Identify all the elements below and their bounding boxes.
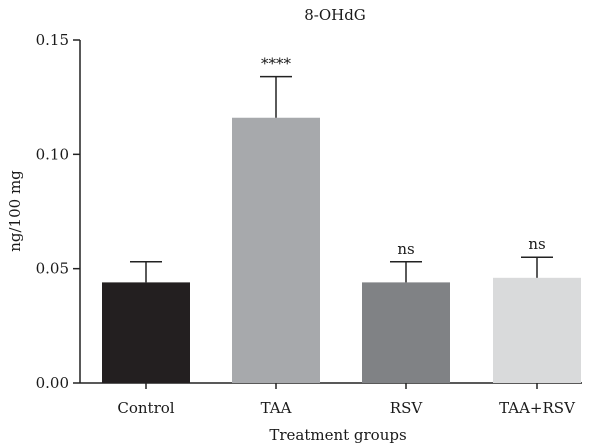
x-axis-label: Treatment groups xyxy=(269,426,406,444)
x-tick-label: TAA+RSV xyxy=(499,399,576,417)
y-tick-label: 0.10 xyxy=(36,145,69,163)
y-axis-label: ng/100 mg xyxy=(6,170,24,252)
bar-taa-rsv xyxy=(493,277,581,383)
x-tick-labels: Control TAA RSV TAA+RSV xyxy=(117,383,576,417)
significance-label: **** xyxy=(261,55,292,73)
chart-title: 8-OHdG xyxy=(304,6,366,24)
bar-control xyxy=(102,282,190,383)
y-tick-label: 0.00 xyxy=(36,374,69,392)
x-tick-label: TAA xyxy=(261,399,292,417)
y-ticks: 0.00 0.05 0.10 0.15 xyxy=(36,31,80,392)
x-tick-label: RSV xyxy=(390,399,424,417)
significance-labels: **** ns ns xyxy=(261,55,546,258)
y-tick-label: 0.05 xyxy=(36,260,69,278)
bar-taa xyxy=(232,117,320,383)
x-tick-label: Control xyxy=(117,399,174,417)
error-bars xyxy=(130,75,553,283)
bar-rsv xyxy=(362,282,450,383)
bars xyxy=(102,117,581,383)
significance-label: ns xyxy=(397,240,414,258)
y-tick-label: 0.15 xyxy=(36,31,69,49)
significance-label: ns xyxy=(528,235,545,253)
